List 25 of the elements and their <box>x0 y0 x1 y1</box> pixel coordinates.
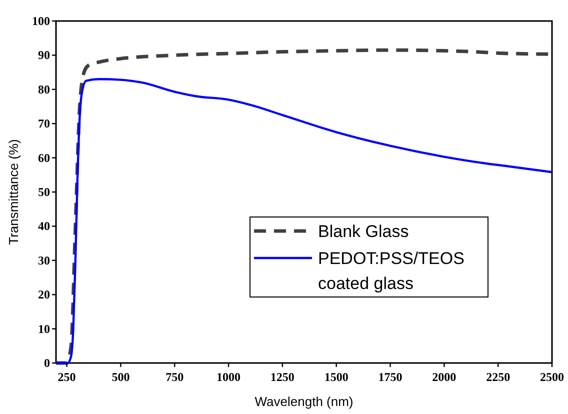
x-tick-label: 2250 <box>486 370 510 384</box>
x-tick-label: 1250 <box>270 370 294 384</box>
y-tick-label: 100 <box>32 14 50 28</box>
x-tick-label: 500 <box>112 370 130 384</box>
y-tick-label: 10 <box>38 322 50 336</box>
y-tick-label: 30 <box>38 253 50 268</box>
x-axis-title: Wavelength (nm) <box>254 394 354 409</box>
y-tick-label: 80 <box>38 82 50 96</box>
y-tick-label: 40 <box>38 219 50 234</box>
x-tick-label: 2000 <box>432 370 456 384</box>
x-tick-label: 2500 <box>540 370 564 384</box>
y-tick-label: 60 <box>38 150 50 165</box>
legend-label: PEDOT:PSS/TEOS coated glass <box>318 249 464 293</box>
y-tick-label: 50 <box>38 185 50 199</box>
y-tick-label: 20 <box>38 288 50 302</box>
x-tick-label: 1000 <box>216 370 241 384</box>
legend-label: Blank Glass <box>318 222 409 241</box>
x-tick-label: 1750 <box>378 370 402 384</box>
y-axis-title: Transmittance (%) <box>6 139 21 245</box>
y-tick-label: 0 <box>44 356 50 370</box>
y-tick-label: 90 <box>38 48 50 62</box>
x-tick-label: 750 <box>166 370 184 384</box>
y-tick-label: 70 <box>38 116 50 131</box>
x-tick-label: 1500 <box>324 370 348 384</box>
x-tick-label: 250 <box>58 370 76 384</box>
